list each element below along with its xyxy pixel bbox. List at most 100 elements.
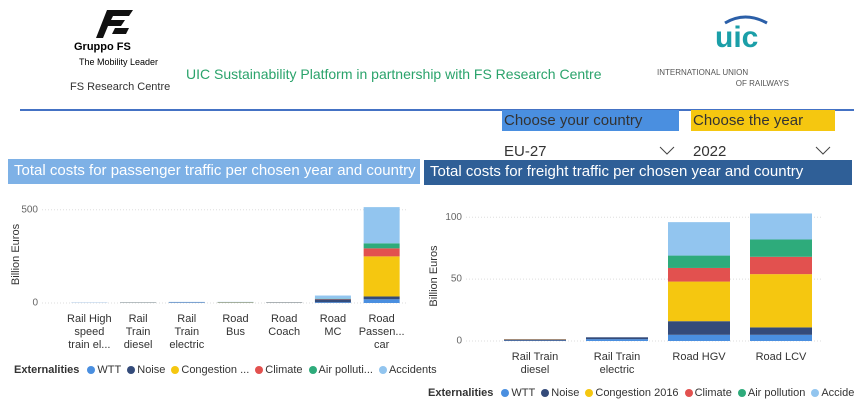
bar-segment: [363, 248, 400, 257]
y-tick-label: 100: [445, 212, 462, 223]
legend-label: Accidents: [388, 364, 437, 376]
x-tick-label: Road Bus: [222, 313, 249, 338]
legend-swatch: [501, 389, 510, 397]
legend-swatch: [378, 366, 387, 374]
legend-swatch: [737, 389, 746, 397]
legend-label: WTT: [97, 364, 122, 376]
legend-item: Noise: [541, 387, 579, 399]
legend-item: Accidents: [378, 364, 437, 376]
legend-label: Accidents: [821, 387, 854, 399]
y-tick-label: 0: [456, 336, 462, 347]
legend-label: Climate: [694, 387, 732, 399]
bar-segment: [668, 334, 730, 341]
uic-name-line: INTERNATIONAL UNION: [657, 68, 749, 77]
bar-segment: [668, 321, 730, 335]
legend-swatch: [684, 389, 693, 397]
fs-logo: [96, 10, 133, 38]
x-tick-label: Rail Train electric: [169, 313, 205, 351]
legend-item: Climate: [684, 387, 732, 399]
bar-segment: [750, 334, 812, 341]
legend-item: Air polluti...: [308, 364, 373, 376]
bar-segment: [363, 243, 400, 249]
bar-segment: [668, 222, 730, 256]
x-tick-label: Road Passen... car: [358, 313, 405, 351]
chevron: [659, 146, 675, 155]
bar-segment: [363, 256, 400, 297]
legend-swatch: [585, 389, 594, 397]
y-axis-label: Billion Euros: [428, 245, 440, 307]
bar-segment: [363, 296, 400, 300]
legend-label: Air polluti...: [318, 364, 373, 376]
bar-segment: [363, 299, 400, 303]
header-rule: [20, 109, 854, 111]
y-tick-label: 500: [21, 204, 38, 215]
x-tick-label: Road MC: [319, 313, 347, 338]
legend-item: WTT: [87, 364, 121, 376]
legend-swatch: [127, 366, 136, 374]
legend-item: WTT: [501, 387, 535, 399]
legend-swatch: [308, 366, 317, 374]
uic-logo: uic: [715, 15, 768, 54]
legend-label: Noise: [137, 364, 166, 376]
legend: Externalities WTT Noise Congestion ... Clima…: [14, 364, 437, 376]
header-title: UIC Sustainability Platform in partnersh…: [186, 66, 602, 82]
legend-label: Air pollution: [747, 387, 806, 399]
unit: FS Research Centre: [70, 81, 171, 93]
bar-segment: [750, 239, 812, 257]
x-tick-label: Rail Train electric: [593, 351, 641, 376]
legend-item: Noise: [127, 364, 165, 376]
legend-label: WTT: [511, 387, 536, 399]
legend-item: Accidents: [811, 387, 854, 399]
bar-segment: [586, 339, 648, 341]
x-tick-label: Rail Train diesel: [123, 313, 153, 351]
x-tick-label: Rail Train diesel: [511, 351, 559, 376]
filter-value: 2022: [693, 143, 727, 160]
bar-segment: [668, 267, 730, 282]
y-tick-label: 50: [451, 274, 463, 285]
legend-swatch: [811, 389, 820, 397]
legend-item: Congestion ...: [171, 364, 249, 376]
legend-swatch: [255, 366, 264, 374]
x-tick-label: Road HGV: [672, 351, 726, 363]
uic-name: INTERNATIONAL UNION OF RAILWAYS: [657, 67, 789, 89]
brand: Gruppo FS: [74, 41, 131, 53]
bar-segment: [750, 327, 812, 335]
bar-segment: [668, 255, 730, 268]
bar-segment: [668, 281, 730, 322]
filter-label: Choose your country: [502, 110, 679, 131]
legend-swatch: [87, 366, 96, 374]
chart-title: Total costs for passenger traffic per ch…: [8, 159, 420, 184]
x-tick-label: Road LCV: [755, 351, 807, 363]
legend-title: Externalities: [428, 387, 494, 399]
bar-segment: [586, 337, 648, 340]
filter-value: EU-27: [504, 143, 547, 160]
bar-segment: [750, 213, 812, 240]
legend-label: Congestion 2016: [595, 387, 679, 399]
bar-segment: [504, 340, 566, 341]
bar-segment: [750, 256, 812, 275]
legend-item: Climate: [255, 364, 303, 376]
tagline: The Mobility Leader: [79, 57, 159, 67]
x-tick-label: Rail High speed train el...: [67, 313, 112, 351]
legend-swatch: [171, 366, 180, 374]
chart-title: Total costs for freight traffic per chos…: [424, 160, 852, 185]
chevron: [815, 146, 831, 155]
legend-label: Noise: [551, 387, 580, 399]
y-axis-label: Billion Euros: [10, 223, 22, 285]
legend-label: Congestion ...: [181, 364, 250, 376]
legend-item: Air pollution: [737, 387, 806, 399]
legend-item: Congestion 2016: [585, 387, 679, 399]
bar-segment: [750, 274, 812, 328]
uic-name-line: OF RAILWAYS: [735, 79, 789, 88]
uic-brand: uic: [715, 21, 758, 54]
bar-segment: [314, 302, 351, 303]
legend: Externalities WTT Noise Congestion 2016 Clim…: [428, 387, 854, 399]
x-tick-label: Road Coach: [268, 313, 301, 338]
bar-segment: [363, 207, 400, 244]
filter-label: Choose the year: [691, 110, 835, 131]
bar-segment: [314, 295, 351, 299]
y-tick-label: 0: [32, 298, 38, 309]
legend-swatch: [541, 389, 550, 397]
